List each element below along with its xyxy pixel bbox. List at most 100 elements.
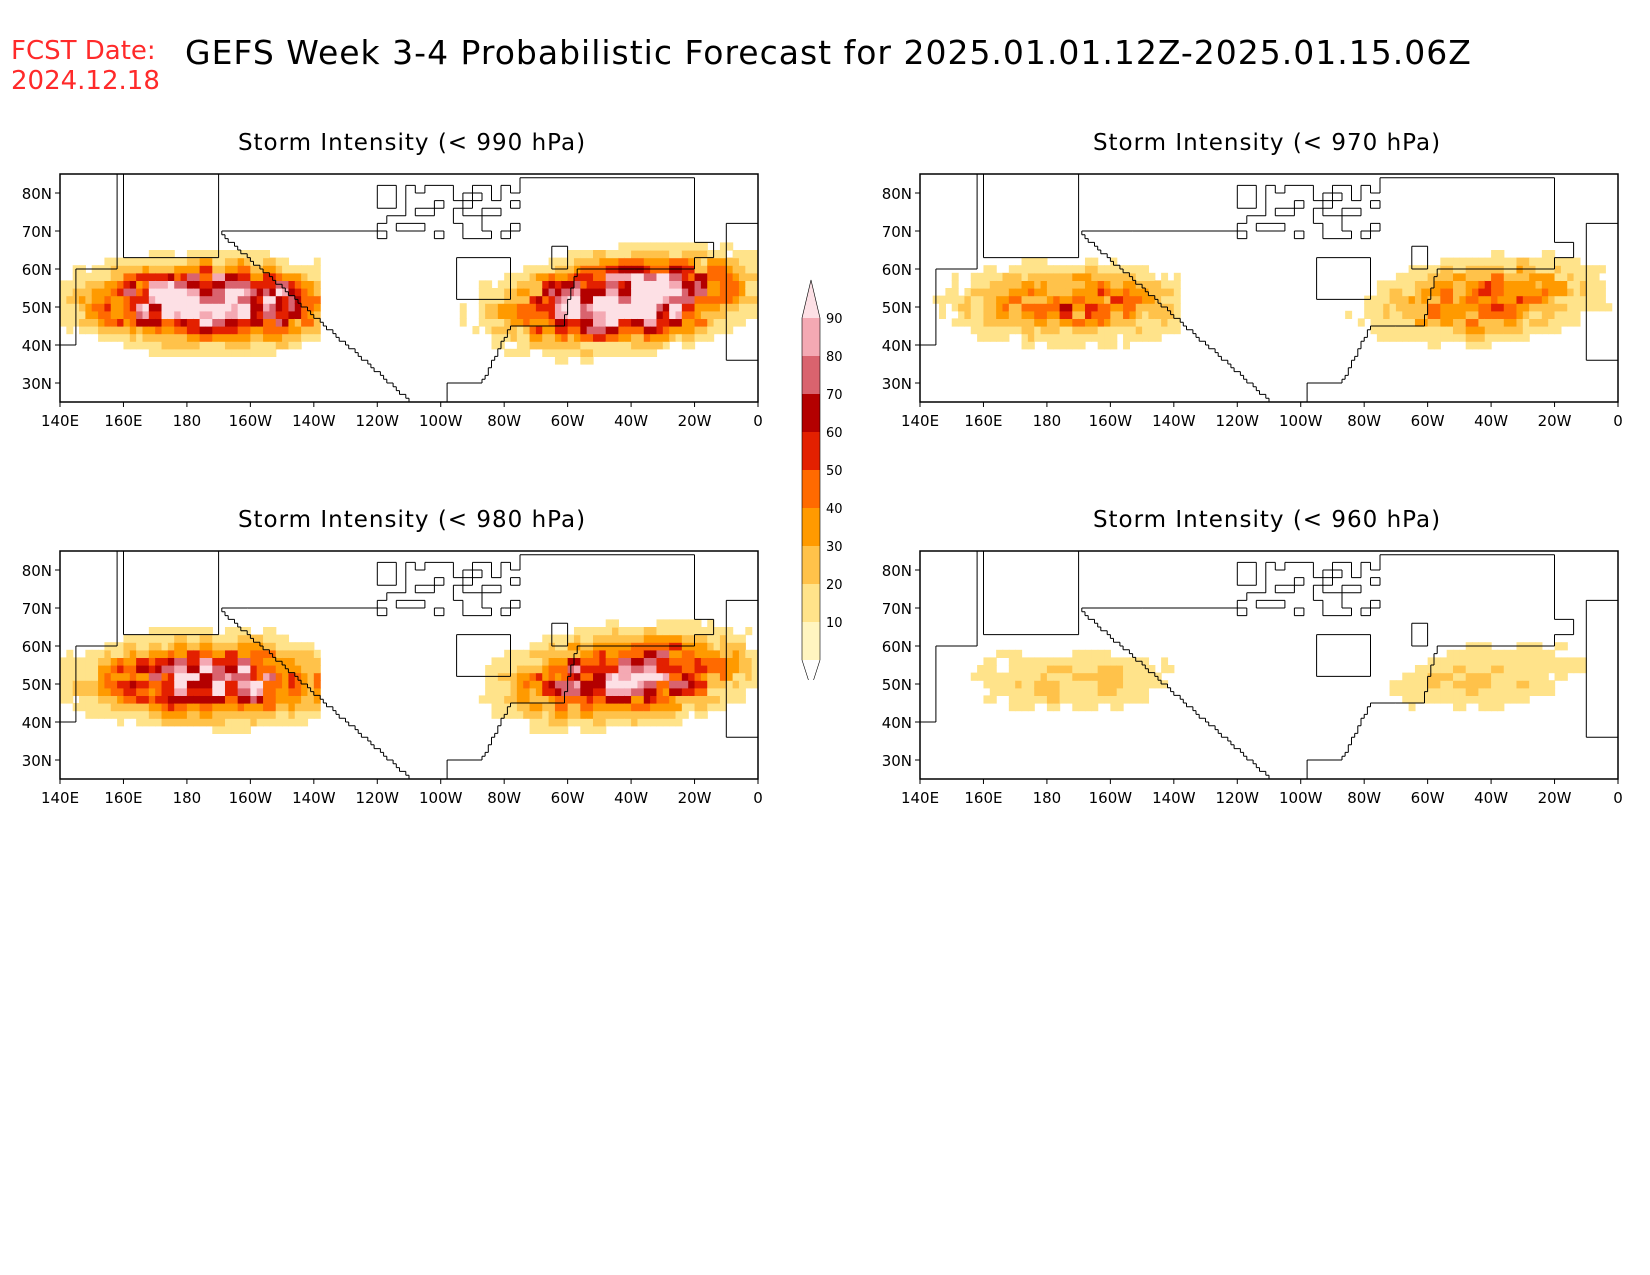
legend-color-box — [802, 356, 820, 394]
map-frame — [59, 550, 759, 780]
lon-tick-label: 0 — [1613, 412, 1623, 430]
lat-tick-label: 80N — [22, 185, 52, 203]
legend-level-label: 90 — [826, 312, 843, 327]
panel-title-990: Storm Intensity (< 990 hPa) — [237, 130, 587, 156]
legend-color-box — [802, 508, 820, 546]
lon-tick-label: 0 — [1613, 789, 1623, 807]
lon-tick-label: 140W — [292, 412, 336, 430]
lon-tick-label: 120W — [356, 789, 400, 807]
lon-tick-label: 20W — [1538, 412, 1572, 430]
legend-level-label: 80 — [826, 350, 843, 365]
lon-tick-label: 20W — [678, 789, 712, 807]
lon-tick-label: 120W — [1216, 412, 1260, 430]
lon-tick-label: 140W — [1152, 412, 1196, 430]
legend-level-label: 20 — [826, 578, 843, 593]
probability-field — [60, 174, 758, 402]
map-frame — [919, 173, 1619, 403]
coastline — [920, 174, 1618, 402]
lon-tick-label: 140E — [901, 789, 939, 807]
lon-tick-label: 180 — [173, 789, 202, 807]
lat-tick-label: 80N — [882, 185, 912, 203]
map-frame — [919, 550, 1619, 780]
lon-tick-label: 100W — [419, 412, 463, 430]
map-frame — [59, 173, 759, 403]
lon-tick-label: 160E — [964, 789, 1002, 807]
map-panel-p960: 140E 160E 180 160W 140W 120W 100W 80W 60W 40W 20W 0… — [882, 550, 1623, 807]
lon-tick-label: 60W — [551, 789, 585, 807]
lat-tick-label: 70N — [22, 600, 52, 618]
legend-color-box — [802, 470, 820, 508]
lat-tick-label: 40N — [882, 337, 912, 355]
legend-level-label: 50 — [826, 464, 843, 479]
lon-tick-label: 160W — [1089, 789, 1133, 807]
lat-tick-label: 60N — [22, 638, 52, 656]
map-panel-p980: 140E 160E 180 160W 140W 120W 100W 80W 60W 40W 20W 0… — [22, 550, 763, 807]
legend-color-box — [802, 280, 820, 318]
lon-tick-label: 20W — [1538, 789, 1572, 807]
lat-tick-label: 60N — [22, 261, 52, 279]
legend-color-box — [802, 318, 820, 356]
legend-color-box — [802, 432, 820, 470]
probability-field — [60, 551, 758, 779]
lat-tick-label: 40N — [882, 714, 912, 732]
legend-level-label: 70 — [826, 388, 843, 403]
legend-level-label: 60 — [826, 426, 843, 441]
lat-tick-label: 30N — [22, 752, 52, 770]
lon-tick-label: 160E — [104, 789, 142, 807]
lon-tick-label: 100W — [1279, 789, 1323, 807]
lon-tick-label: 20W — [678, 412, 712, 430]
lon-tick-label: 160E — [104, 412, 142, 430]
fcst-date-label: FCST Date: — [11, 36, 156, 66]
lon-tick-label: 180 — [1033, 412, 1062, 430]
lat-tick-label: 50N — [22, 676, 52, 694]
lon-tick-label: 160E — [964, 412, 1002, 430]
lon-tick-label: 100W — [419, 789, 463, 807]
legend-color-box — [802, 394, 820, 432]
lat-tick-label: 30N — [882, 752, 912, 770]
lon-tick-label: 0 — [753, 412, 763, 430]
lat-tick-label: 70N — [882, 600, 912, 618]
legend-level-label: 10 — [826, 616, 843, 631]
lon-tick-label: 140W — [292, 789, 336, 807]
legend-level-label: 40 — [826, 502, 843, 517]
lat-tick-label: 60N — [882, 638, 912, 656]
coastline — [920, 551, 1618, 779]
lon-tick-label: 40W — [614, 412, 648, 430]
lon-tick-label: 160W — [1089, 412, 1133, 430]
probability-field — [920, 174, 1618, 402]
coastline — [60, 174, 758, 402]
map-panel-p990: 140E 160E 180 160W 140W 120W 100W 80W 60W 40W 20W 0… — [22, 173, 763, 430]
lon-tick-label: 0 — [753, 789, 763, 807]
lon-tick-label: 80W — [487, 789, 521, 807]
lat-tick-label: 30N — [882, 375, 912, 393]
lon-tick-label: 180 — [173, 412, 202, 430]
panel-title-970: Storm Intensity (< 970 hPa) — [1092, 130, 1442, 156]
lat-tick-label: 60N — [882, 261, 912, 279]
lon-tick-label: 40W — [1474, 412, 1508, 430]
lon-tick-label: 60W — [1411, 789, 1445, 807]
panel-title-960: Storm Intensity (< 960 hPa) — [1092, 507, 1442, 533]
map-panel-p970: 140E 160E 180 160W 140W 120W 100W 80W 60W 40W 20W 0… — [882, 173, 1623, 430]
lon-tick-label: 160W — [229, 789, 273, 807]
color-legend: 10 20 30 40 50 60 70 80 90 — [801, 279, 843, 680]
lon-tick-label: 120W — [1216, 789, 1260, 807]
lon-tick-label: 140E — [41, 412, 79, 430]
lat-tick-label: 80N — [22, 562, 52, 580]
lat-tick-label: 50N — [882, 676, 912, 694]
lon-tick-label: 80W — [1347, 789, 1381, 807]
lon-tick-label: 60W — [1411, 412, 1445, 430]
legend-color-box — [802, 584, 820, 622]
lat-tick-label: 80N — [882, 562, 912, 580]
lon-tick-label: 40W — [1474, 789, 1508, 807]
fcst-date-value: 2024.12.18 — [11, 66, 160, 96]
lon-tick-label: 60W — [551, 412, 585, 430]
lon-tick-label: 40W — [614, 789, 648, 807]
lon-tick-label: 140E — [41, 789, 79, 807]
panel-title-980: Storm Intensity (< 980 hPa) — [237, 507, 587, 533]
lon-tick-label: 180 — [1033, 789, 1062, 807]
lat-tick-label: 70N — [882, 223, 912, 241]
lon-tick-label: 120W — [356, 412, 400, 430]
lat-tick-label: 50N — [882, 299, 912, 317]
lat-tick-label: 40N — [22, 337, 52, 355]
lat-tick-label: 30N — [22, 375, 52, 393]
